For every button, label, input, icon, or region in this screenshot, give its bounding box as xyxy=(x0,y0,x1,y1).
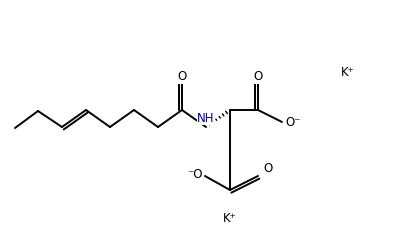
Text: NH: NH xyxy=(197,111,215,125)
Text: O: O xyxy=(263,161,273,174)
Text: O: O xyxy=(253,71,263,84)
Text: O: O xyxy=(177,71,187,84)
Text: ⁻O: ⁻O xyxy=(187,168,203,181)
Text: K⁺: K⁺ xyxy=(223,211,237,224)
Text: O⁻: O⁻ xyxy=(285,115,301,128)
Text: K⁺: K⁺ xyxy=(341,66,355,79)
